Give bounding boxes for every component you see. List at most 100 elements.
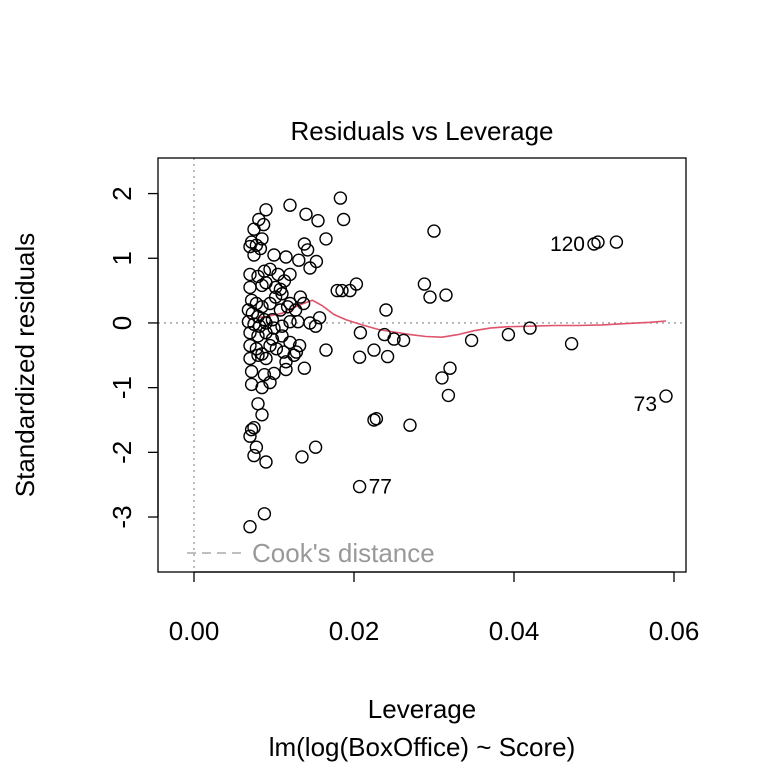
- data-point: [263, 375, 277, 390]
- data-point: [319, 343, 333, 357]
- data-point: [249, 440, 264, 454]
- data-point: [293, 290, 308, 304]
- data-point: [283, 335, 297, 350]
- data-point: [243, 338, 257, 353]
- data-point: [464, 333, 479, 348]
- data-point: [259, 203, 273, 217]
- data-point: [349, 277, 364, 291]
- data-point: [333, 191, 348, 205]
- data-point: [299, 207, 313, 222]
- smooth-line-layer: [248, 299, 667, 339]
- data-point: [263, 338, 277, 353]
- data-point: [443, 361, 457, 375]
- data-point: [269, 342, 284, 356]
- data-point: [297, 361, 312, 375]
- y-tick-label: -2: [107, 441, 137, 464]
- data-point: [441, 388, 456, 403]
- y-tick-label: -1: [107, 376, 137, 399]
- x-tick-label: 0.00: [169, 616, 220, 646]
- data-point: [343, 283, 357, 298]
- data-point: [309, 254, 324, 269]
- data-point: [247, 222, 261, 236]
- data-point: [265, 313, 280, 327]
- data-point: [659, 389, 673, 403]
- data-point: [427, 224, 441, 238]
- data-point: [243, 429, 257, 443]
- data-point: [275, 329, 289, 343]
- data-point: [255, 232, 269, 246]
- data-point: [280, 300, 295, 314]
- y-axis: -3 -2 -1 0 1 2: [107, 186, 159, 529]
- data-point: [564, 337, 579, 351]
- data-point: [259, 455, 273, 469]
- data-point: [287, 348, 301, 362]
- data-point: [251, 329, 265, 343]
- data-point: [319, 232, 333, 246]
- x-tick-label: 0.06: [649, 616, 700, 646]
- data-point: [279, 355, 293, 369]
- points-layer: [241, 191, 673, 534]
- data-point: [283, 315, 297, 329]
- data-point: [296, 296, 311, 311]
- point-label-77: 77: [369, 476, 392, 499]
- data-point: [292, 338, 307, 353]
- x-tick-label: 0.04: [489, 616, 540, 646]
- data-point: [417, 277, 432, 291]
- x-tick-label: 0.02: [329, 616, 380, 646]
- point-label-120: 120: [550, 233, 585, 256]
- data-point: [268, 290, 283, 304]
- data-point: [303, 261, 317, 275]
- data-point: [279, 362, 293, 377]
- data-point: [523, 321, 537, 335]
- data-point: [267, 366, 281, 381]
- data-point: [435, 371, 449, 385]
- y-tick-label: 1: [107, 251, 137, 265]
- data-point: [279, 250, 293, 264]
- y-tick-label: -3: [107, 505, 137, 528]
- data-point: [423, 290, 437, 304]
- data-point: [379, 303, 393, 317]
- data-point: [300, 243, 315, 257]
- legend: Cook's distance: [187, 538, 435, 568]
- data-point: [291, 315, 305, 329]
- x-axis: 0.00 0.02 0.04 0.06: [169, 571, 700, 646]
- data-point: [295, 450, 309, 464]
- reference-lines: [158, 158, 686, 572]
- data-point: [259, 351, 273, 366]
- data-point: [292, 253, 306, 267]
- data-point: [289, 345, 304, 359]
- point-label-73: 73: [634, 393, 657, 416]
- data-point: [243, 351, 257, 366]
- data-point: [311, 213, 325, 228]
- data-point: [380, 349, 395, 364]
- data-point: [439, 288, 453, 302]
- data-point: [243, 520, 257, 534]
- y-tick-label: 0: [107, 316, 137, 330]
- data-point: [255, 408, 269, 422]
- data-point: [275, 319, 289, 333]
- data-point: [352, 479, 367, 494]
- data-point: [244, 364, 259, 379]
- data-point: [273, 303, 288, 317]
- data-point: [312, 311, 327, 325]
- data-point: [243, 326, 257, 340]
- data-point: [352, 350, 367, 364]
- data-point: [255, 278, 269, 293]
- data-point: [336, 212, 351, 227]
- plot-frame: [157, 157, 687, 573]
- data-point: [308, 440, 323, 454]
- legend-cooks-distance-label: Cook's distance: [252, 538, 435, 568]
- data-point: [251, 397, 265, 411]
- data-point: [591, 235, 605, 249]
- data-point: [403, 418, 417, 432]
- y-tick-label: 2: [107, 186, 137, 200]
- data-point: [275, 287, 289, 301]
- chart-title: Residuals vs Leverage: [290, 116, 553, 146]
- data-point: [330, 283, 344, 298]
- data-point: [387, 332, 401, 346]
- data-point: [244, 423, 259, 437]
- chart-subtitle: lm(log(BoxOffice) ~ Score): [269, 732, 576, 762]
- data-point: [369, 412, 384, 426]
- data-point: [308, 319, 323, 333]
